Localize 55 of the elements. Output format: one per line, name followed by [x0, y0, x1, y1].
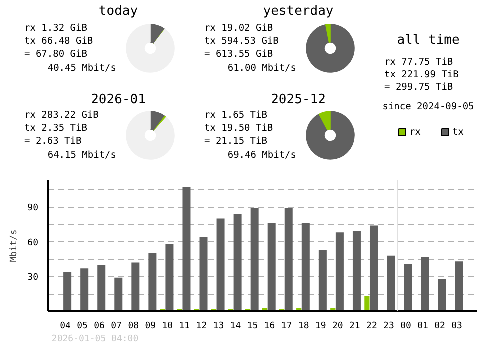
text: since 2024-09-05	[382, 102, 474, 112]
x-tick-label: 15	[247, 322, 258, 332]
x-tick-label: 04	[60, 322, 71, 332]
text: rx 1.32 GiB	[24, 23, 88, 34]
x-tick-label: 19	[315, 322, 326, 332]
text: rx 19.02 GiB	[204, 23, 274, 34]
text: = 67.80 GiB	[24, 49, 88, 60]
text: 64.15 Mbit/s	[48, 150, 117, 161]
chart-title: 2026-01	[91, 92, 146, 108]
text: rx 283.22 GiB	[24, 110, 100, 121]
chart-title: yesterday	[263, 4, 334, 19]
x-tick-label: 11	[179, 322, 190, 332]
text: tx 66.48 GiB	[24, 36, 94, 47]
x-tick-label: 16	[264, 322, 276, 332]
text: tx 19.50 TiB	[204, 123, 274, 134]
legend-label: tx	[452, 127, 464, 138]
x-tick-label: 01	[418, 322, 428, 332]
x-tick-label: 12	[196, 322, 208, 332]
x-tick-label: 23	[384, 322, 394, 332]
x-tick-label: 08	[128, 322, 140, 332]
chart-title: today	[98, 4, 138, 19]
x-tick-label: 09	[145, 322, 156, 332]
text: 40.45 Mbit/s	[48, 63, 117, 74]
text: tx 221.99 TiB	[384, 70, 460, 80]
x-tick-label: 13	[213, 322, 224, 332]
legend-label: rx	[410, 127, 422, 138]
x-tick-label: 02	[434, 322, 446, 332]
text: 61.00 Mbit/s	[228, 63, 297, 74]
y-tick-label: 60	[28, 238, 39, 248]
text: 69.46 Mbit/s	[228, 150, 297, 161]
text: rx 77.75 TiB	[384, 57, 454, 68]
x-tick-label: 05	[77, 322, 88, 332]
chart-title: 2025-12	[271, 92, 326, 108]
x-tick-label: 20	[332, 322, 344, 332]
text: tx 594.53 GiB	[204, 36, 280, 47]
text: = 21.15 TiB	[204, 136, 268, 147]
text: = 613.55 GiB	[204, 49, 274, 60]
x-tick-label: 07	[111, 322, 122, 332]
x-tick-label: 22	[366, 322, 378, 332]
text: tx 2.35 TiB	[24, 123, 88, 134]
x-tick-label: 18	[298, 322, 310, 332]
x-tick-label: 14	[230, 322, 242, 332]
x-tick-label: 17	[281, 322, 292, 332]
y-tick-label: 90	[28, 204, 39, 214]
x-tick-label: 10	[162, 322, 174, 332]
text: = 299.75 TiB	[384, 82, 454, 93]
x-tick-label: 21	[350, 322, 360, 332]
text: rx 1.65 TiB	[204, 110, 268, 121]
text: all time	[397, 33, 460, 48]
y-axis-title: Mbit/s	[10, 230, 20, 262]
x-tick-label: 06	[94, 322, 105, 332]
x-tick-label: 03	[452, 322, 462, 332]
text: = 2.63 TiB	[24, 136, 82, 147]
y-tick-label: 30	[28, 273, 39, 284]
x-tick-label: 00	[400, 322, 412, 332]
